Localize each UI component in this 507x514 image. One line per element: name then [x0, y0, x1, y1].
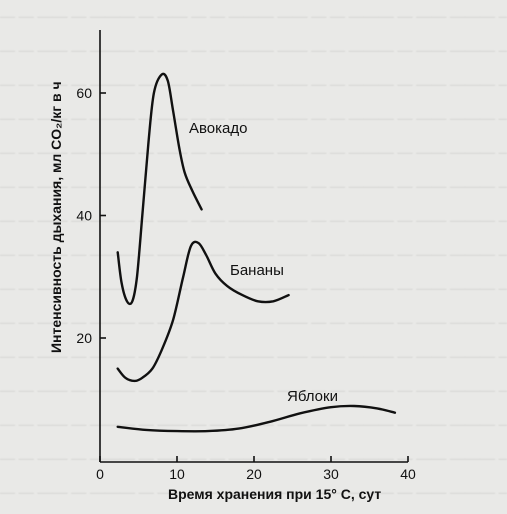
series-line-bananas	[116, 240, 290, 383]
x-tick-label: 20	[246, 466, 262, 482]
series-curves	[116, 72, 397, 433]
series-line-avocado	[116, 72, 203, 306]
x-tick-label: 0	[96, 466, 104, 482]
x-tick-label: 10	[169, 466, 185, 482]
series-line-apples	[116, 404, 397, 433]
y-axis-label: Интенсивность дыхания, мл CO₂/кг в ч	[48, 81, 64, 353]
axes	[99, 30, 408, 463]
y-ticks: 20 40 60	[76, 85, 106, 346]
x-tick-label: 40	[400, 466, 416, 482]
y-tick-label: 60	[76, 85, 92, 101]
y-tick-label: 40	[76, 208, 92, 224]
series-label-apples: Яблоки	[287, 388, 338, 405]
x-ticks: 0 10 20 30 40	[96, 456, 416, 482]
series-label-bananas: Бананы	[230, 262, 284, 279]
x-axis-label: Время хранения при 15° С, сут	[168, 486, 381, 502]
y-tick-label: 20	[76, 330, 92, 346]
x-tick-label: 30	[323, 466, 339, 482]
series-label-avocado: Авокадо	[189, 120, 247, 137]
